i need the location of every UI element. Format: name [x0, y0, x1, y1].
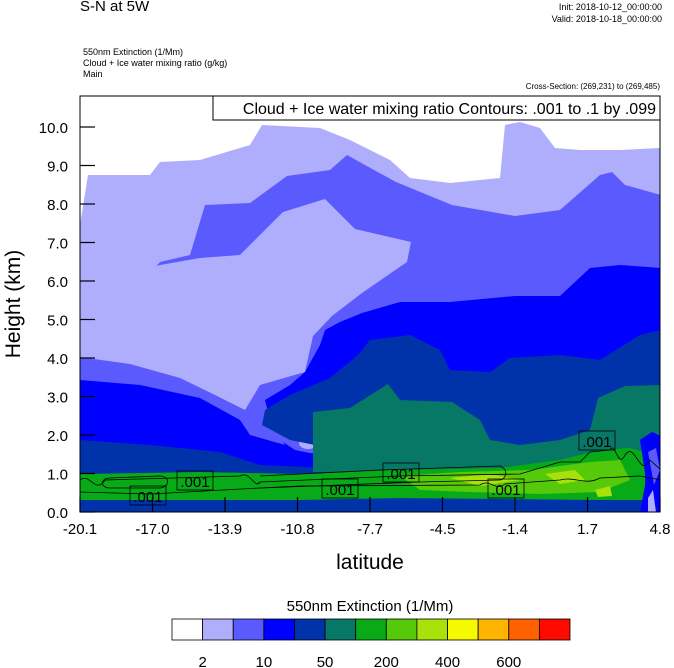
colorbar-label: 50 — [317, 654, 334, 668]
x-tick-label: -1.4 — [502, 521, 528, 538]
contour-label-box — [578, 430, 616, 451]
contour-label: .001 — [386, 466, 415, 483]
x-tick-label: -10.8 — [280, 521, 314, 538]
x-tick-label: -20.1 — [63, 521, 97, 538]
plot-title: S-N at 5W — [80, 0, 150, 15]
colorbar-box — [202, 618, 234, 641]
contour-label: .001 — [491, 482, 520, 499]
colorbar-box — [508, 618, 540, 641]
contour-label: .001 — [582, 434, 611, 451]
colorbar-box — [294, 618, 326, 641]
contour-line — [102, 475, 168, 489]
colorbar-box — [416, 618, 448, 641]
x-tick-label: 4.8 — [650, 521, 671, 538]
colorbar-box — [171, 618, 204, 641]
y-tick-label: 8.0 — [47, 197, 68, 214]
contour-line — [80, 475, 660, 495]
contour-label-box — [176, 470, 214, 491]
colorbar-box — [385, 618, 418, 641]
init-time: Init: 2018-10-12_00:00:00 — [558, 2, 662, 12]
contour-label: .001 — [180, 474, 209, 491]
y-tick-label: 10.0 — [39, 120, 68, 137]
contour-label-box — [321, 478, 359, 499]
x-tick-label: -13.9 — [208, 521, 242, 538]
contour-legend-text: Cloud + Ice water mixing ratio Contours:… — [243, 101, 656, 118]
contour-label-box — [382, 462, 420, 483]
contour-labels: .001 .001 .001 .001 .001 .001 — [129, 430, 616, 506]
y-tick-label: 1.0 — [47, 467, 68, 484]
x-axis: -20.1 -17.0 -13.9 -10.8 -7.7 -4.5 -1.4 1.7 4.8 — [63, 497, 671, 538]
colorbar-label: 200 — [374, 654, 399, 668]
y-tick-label: 9.0 — [47, 159, 68, 176]
x-tick-label: -17.0 — [135, 521, 169, 538]
contour-label: .001 — [133, 489, 162, 506]
x-tick-label: -4.5 — [430, 521, 456, 538]
y-tick-label: 6.0 — [47, 274, 68, 291]
region-level-1-right — [648, 490, 656, 512]
field-main: Main — [83, 69, 103, 79]
colorbar-box — [324, 618, 357, 641]
region-level-1-blob — [80, 199, 411, 410]
field-mixing-ratio: Cloud + Ice water mixing ratio (g/kg) — [83, 58, 228, 68]
contour-label-box — [129, 485, 167, 506]
colorbar-box — [263, 618, 295, 641]
y-tick-label: 3.0 — [47, 390, 68, 407]
contour-label-box — [487, 478, 525, 499]
y-axis-label: Height (km) — [2, 250, 25, 359]
field-descriptions: 550nm Extinction (1/Mm) Cloud + Ice wate… — [83, 47, 227, 80]
colorbar-box — [447, 618, 479, 641]
colorbar-label: 600 — [496, 654, 521, 668]
region-level-2-right — [648, 448, 660, 485]
colorbar-label: 400 — [435, 654, 460, 668]
valid-time: Valid: 2018-10-18_00:00:00 — [551, 14, 662, 24]
cross-section-label: Cross-Section: (269,231) to (269,485) — [525, 82, 660, 91]
y-tick-label: 2.0 — [47, 428, 68, 445]
contour-line — [259, 465, 507, 489]
filled-contours — [80, 96, 660, 512]
colorbar-label: 10 — [256, 654, 273, 668]
contour-line — [80, 447, 660, 486]
contour-legend-box: Cloud + Ice water mixing ratio Contours:… — [212, 95, 661, 121]
y-tick-label: 5.0 — [47, 313, 68, 330]
colorbar-box — [538, 618, 571, 641]
time-info: Init: 2018-10-12_00:00:00 Valid: 2018-10… — [552, 1, 662, 25]
colorbar-box — [355, 618, 387, 641]
y-axis: 0.0 1.0 2.0 3.0 4.0 5.0 6.0 7.0 8.0 9.0 10.0 — [39, 120, 95, 522]
contour-label: .001 — [325, 482, 354, 499]
field-extinction: 550nm Extinction (1/Mm) — [83, 47, 184, 57]
colorbar-box — [232, 618, 265, 641]
colorbar-label: 2 — [198, 654, 206, 668]
legend-box — [212, 95, 661, 121]
colorbar: 2 10 50 200 400 600 — [171, 618, 571, 668]
x-tick-label: 1.7 — [577, 521, 598, 538]
contour-lines — [80, 447, 660, 495]
colorbar-box — [477, 618, 510, 641]
colorbar-title: 550nm Extinction (1/Mm) — [287, 598, 454, 615]
x-axis-label: latitude — [336, 551, 404, 574]
region-level-5 — [313, 384, 660, 472]
x-tick-label: -7.7 — [357, 521, 383, 538]
y-tick-label: 0.0 — [47, 505, 68, 522]
region-level-8 — [450, 470, 612, 497]
y-tick-label: 4.0 — [47, 351, 68, 368]
y-tick-label: 7.0 — [47, 236, 68, 253]
